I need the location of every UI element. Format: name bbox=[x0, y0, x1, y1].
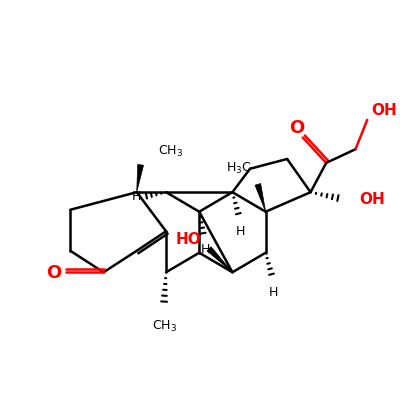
Text: H$_3$C: H$_3$C bbox=[226, 161, 251, 176]
Text: O: O bbox=[46, 264, 61, 282]
Text: O: O bbox=[289, 119, 304, 137]
Text: OH: OH bbox=[371, 103, 397, 118]
Text: HO: HO bbox=[176, 232, 201, 246]
Text: H: H bbox=[269, 286, 278, 299]
Text: CH$_3$: CH$_3$ bbox=[158, 144, 183, 159]
Polygon shape bbox=[137, 164, 144, 192]
Polygon shape bbox=[255, 184, 266, 212]
Text: H: H bbox=[236, 225, 245, 238]
Text: H: H bbox=[200, 243, 210, 256]
Text: OH: OH bbox=[359, 192, 385, 208]
Text: H: H bbox=[132, 190, 142, 202]
Text: CH$_3$: CH$_3$ bbox=[152, 319, 177, 334]
Polygon shape bbox=[207, 247, 232, 272]
